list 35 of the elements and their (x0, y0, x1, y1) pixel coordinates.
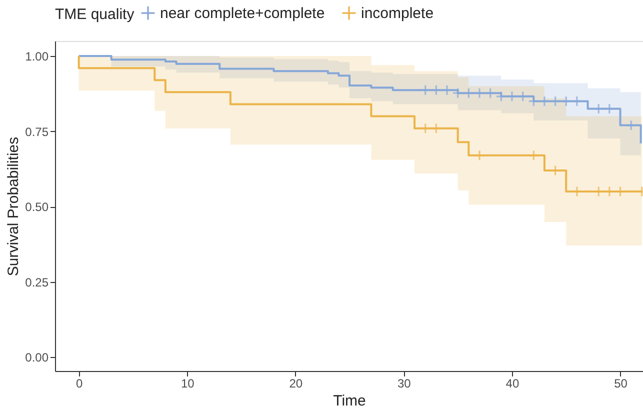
x-tick-label: 0 (76, 376, 83, 390)
point (517, 90, 528, 102)
x-axis-title: Time (333, 392, 366, 410)
point (420, 122, 431, 134)
y-axis-title: Survival Probabilities (5, 136, 22, 276)
x-tick-label: 50 (614, 376, 628, 390)
point (474, 150, 486, 161)
y-tick-label: 1.00 (25, 50, 49, 64)
point (496, 90, 507, 102)
legend-label: near complete+complete (160, 5, 325, 22)
legend-title: TME quality (55, 6, 135, 23)
x-tick-label: 40 (506, 376, 520, 390)
point (441, 84, 453, 96)
point (571, 96, 582, 107)
point (528, 150, 540, 161)
point (463, 88, 474, 99)
y-tick-label: 0.25 (25, 275, 49, 290)
x-tick-label: 10 (180, 376, 195, 390)
point (538, 96, 550, 107)
y-tick-label: 0.00 (25, 350, 49, 365)
point (484, 88, 496, 99)
point (626, 120, 637, 131)
point (474, 88, 486, 99)
y-tick-label: 0.75 (25, 124, 49, 139)
point (550, 96, 561, 107)
point (506, 90, 518, 102)
point (560, 96, 572, 107)
point (452, 88, 464, 99)
point (430, 84, 442, 96)
x-tick-label: 20 (289, 376, 303, 390)
point (430, 122, 442, 134)
legend-label: incomplete (361, 5, 434, 22)
y-tick-label: 0.50 (25, 200, 49, 214)
x-tick-label: 30 (398, 376, 412, 390)
point (420, 84, 431, 96)
